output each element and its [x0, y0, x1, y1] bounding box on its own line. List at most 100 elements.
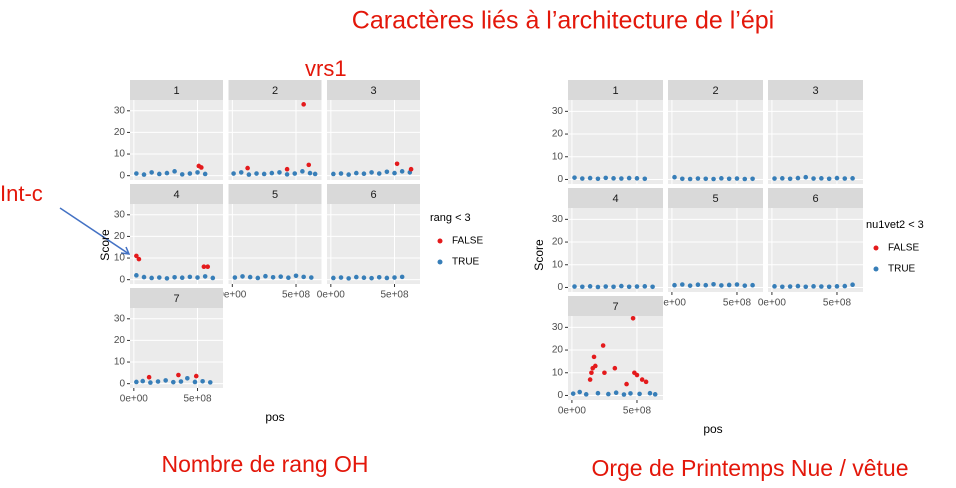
point: [210, 275, 216, 281]
point: [394, 161, 400, 167]
point: [376, 171, 382, 176]
point: [787, 284, 793, 289]
point: [263, 273, 268, 279]
panel: [568, 208, 663, 292]
x-tick-label: 5e+08: [282, 290, 311, 301]
y-tick-label: 20: [552, 129, 564, 140]
y-tick-label: 0: [557, 390, 563, 401]
point: [134, 171, 139, 176]
y-tick-label: 30: [114, 313, 126, 324]
x-tick-label: 0e+00: [317, 290, 346, 301]
point: [750, 282, 755, 288]
point: [369, 170, 374, 175]
point: [179, 275, 185, 281]
facet-label: 5: [272, 189, 278, 201]
y-tick-label: 30: [552, 214, 564, 225]
y-tick-label: 0: [557, 282, 563, 293]
facet-label: 7: [173, 293, 179, 305]
point: [195, 275, 200, 280]
point: [331, 275, 336, 281]
facet-label: 1: [173, 85, 179, 97]
point: [157, 275, 162, 280]
panel: [327, 204, 420, 284]
point: [136, 256, 142, 262]
point: [626, 175, 632, 181]
legend-label: TRUE: [888, 264, 916, 275]
x-tick-label: 5e+08: [183, 394, 212, 405]
y-tick-label: 10: [552, 259, 564, 270]
point: [149, 275, 154, 281]
point: [178, 379, 184, 384]
point: [583, 392, 589, 397]
point: [819, 284, 824, 289]
point: [613, 390, 619, 396]
point: [192, 379, 198, 385]
point: [338, 171, 344, 176]
point: [680, 176, 685, 182]
point: [834, 284, 840, 289]
point: [780, 176, 785, 181]
point: [146, 374, 152, 380]
point: [803, 174, 809, 180]
point: [312, 171, 318, 177]
point: [155, 379, 161, 384]
point: [164, 170, 170, 176]
point: [240, 274, 245, 279]
point: [202, 274, 208, 279]
point: [141, 274, 147, 280]
point: [384, 169, 390, 175]
point: [711, 176, 716, 182]
point: [199, 165, 204, 170]
point: [202, 171, 208, 177]
point: [719, 283, 724, 288]
panel: [668, 100, 763, 184]
point: [742, 283, 748, 288]
point: [232, 275, 238, 280]
point: [734, 282, 740, 287]
point: [672, 174, 677, 180]
point: [634, 372, 640, 378]
point: [346, 172, 351, 177]
y-tick-label: 0: [119, 170, 125, 181]
point: [703, 282, 709, 288]
y-tick-label: 10: [114, 149, 126, 160]
point: [795, 175, 801, 181]
point: [392, 170, 397, 176]
point: [842, 283, 848, 289]
x-axis-title: pos: [265, 410, 284, 424]
facet-label: 2: [272, 85, 278, 97]
point: [399, 169, 405, 174]
legend-title: nu1vet2 < 3: [866, 219, 924, 231]
point: [193, 373, 199, 379]
strip: [228, 80, 322, 100]
point: [307, 170, 313, 176]
x-tick-label: 5e+08: [380, 290, 409, 301]
strip: [130, 184, 223, 204]
point: [134, 379, 139, 385]
point: [742, 176, 748, 182]
point: [795, 283, 801, 289]
y-axis-title: Score: [532, 239, 546, 271]
point: [577, 389, 583, 395]
point: [680, 282, 685, 287]
point: [611, 284, 616, 290]
y-tick-label: 30: [114, 105, 126, 116]
point: [306, 162, 312, 168]
point: [205, 264, 211, 270]
point: [772, 284, 777, 289]
point: [652, 392, 658, 397]
point: [703, 176, 709, 182]
y-tick-label: 0: [119, 274, 125, 285]
point: [570, 391, 576, 396]
x-tick-label: 0e+00: [218, 290, 247, 301]
point: [361, 171, 367, 177]
point: [580, 176, 585, 181]
point: [292, 171, 298, 176]
point: [408, 166, 414, 172]
point: [619, 176, 624, 181]
point: [301, 102, 306, 107]
point: [637, 391, 642, 397]
point: [811, 284, 816, 289]
point: [231, 171, 236, 176]
